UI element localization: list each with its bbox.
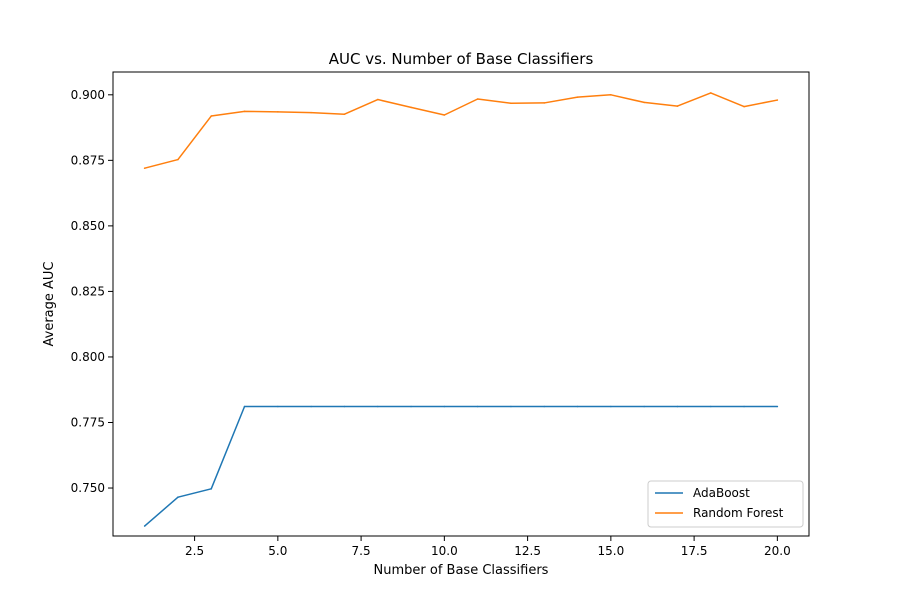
data-point-random-forest (243, 110, 246, 113)
data-point-adaboost (576, 405, 579, 408)
data-point-random-forest (143, 167, 146, 170)
data-point-random-forest (643, 101, 645, 104)
data-point-adaboost (543, 405, 546, 408)
data-point-adaboost (510, 405, 512, 408)
data-point-random-forest (410, 106, 412, 109)
data-point-random-forest (443, 114, 446, 116)
data-point-adaboost (410, 405, 412, 408)
data-point-random-forest (310, 111, 312, 114)
data-point-adaboost (177, 496, 179, 499)
data-point-adaboost (610, 405, 612, 408)
chart-title: AUC vs. Number of Base Classifiers (329, 50, 594, 68)
data-point-adaboost (476, 405, 479, 408)
data-point-adaboost (277, 405, 279, 408)
series-layer (143, 92, 779, 527)
data-point-random-forest (709, 92, 712, 94)
data-point-adaboost (310, 405, 312, 408)
y-tick-label: 0.875 (71, 153, 105, 167)
y-tick-label: 0.900 (71, 88, 105, 102)
y-tick-label: 0.800 (71, 350, 105, 364)
x-tick-label: 10.0 (431, 544, 458, 558)
legend: AdaBoost Random Forest (647, 480, 804, 528)
legend-label: Random Forest (693, 506, 784, 520)
data-point-random-forest (776, 99, 779, 101)
y-tick-label: 0.750 (71, 481, 105, 495)
data-point-random-forest (277, 111, 279, 113)
x-tick-label: 2.5 (185, 544, 204, 558)
x-axis-label: Number of Base Classifiers (374, 563, 549, 578)
x-tick-label: 12.5 (514, 544, 541, 558)
data-point-adaboost (343, 405, 346, 408)
x-tick-label: 7.5 (352, 544, 371, 558)
data-point-random-forest (743, 105, 745, 108)
data-point-adaboost (643, 405, 645, 408)
data-point-random-forest (576, 96, 579, 98)
data-point-adaboost (143, 525, 146, 527)
data-point-random-forest (210, 115, 213, 117)
data-point-adaboost (709, 405, 712, 408)
x-tick-label: 15.0 (597, 544, 624, 558)
data-point-adaboost (776, 405, 779, 408)
x-tick-label: 20.0 (764, 544, 791, 558)
plot-frame (112, 71, 810, 537)
data-point-random-forest (476, 98, 479, 100)
y-tick-label: 0.825 (71, 284, 105, 298)
x-axis: 2.5 5.0 7.5 10.0 12.5 15.0 17.5 20.0 (185, 536, 791, 558)
data-point-adaboost (210, 488, 213, 490)
data-point-adaboost (743, 405, 745, 408)
legend-box (647, 480, 804, 528)
y-axis-label: Average AUC (42, 261, 57, 346)
data-point-random-forest (543, 102, 546, 104)
data-point-adaboost (376, 405, 379, 408)
legend-label: AdaBoost (693, 486, 750, 500)
data-point-random-forest (177, 158, 179, 161)
y-axis: 0.750 0.775 0.800 0.825 0.850 0.875 0.900 (71, 88, 113, 495)
data-point-random-forest (510, 102, 512, 104)
y-tick-label: 0.850 (71, 219, 105, 233)
series-line-random-forest (144, 92, 778, 169)
data-point-random-forest (376, 98, 379, 101)
data-point-adaboost (443, 405, 446, 408)
data-point-random-forest (343, 113, 346, 116)
series-line-adaboost (144, 405, 778, 527)
data-point-adaboost (676, 405, 679, 408)
data-point-random-forest (610, 94, 612, 96)
x-tick-label: 17.5 (681, 544, 708, 558)
data-point-random-forest (676, 105, 679, 107)
x-tick-label: 5.0 (268, 544, 287, 558)
y-tick-label: 0.775 (71, 415, 105, 429)
data-point-adaboost (243, 405, 246, 408)
